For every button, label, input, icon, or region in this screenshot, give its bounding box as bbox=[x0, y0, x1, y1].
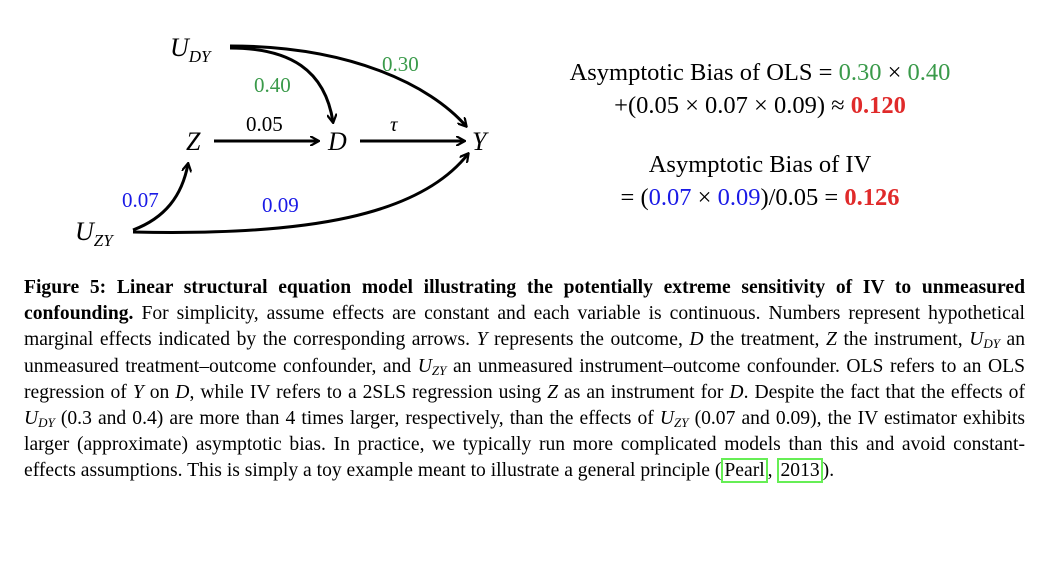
edge-udy-d bbox=[229, 46, 333, 122]
figure-caption: Figure 5: Linear structural equation mod… bbox=[24, 277, 1026, 484]
coef-z-d: 0.05 bbox=[246, 112, 283, 136]
iv-bias-line: = (0.07 × 0.09)/0.05 = 0.126 bbox=[620, 184, 900, 211]
figure-title: Linear structural equation model illustr… bbox=[24, 277, 1025, 325]
ols-bias-line1: Asymptotic Bias of OLS = 0.30 × 0.40 bbox=[569, 59, 951, 86]
coef-uzy-z: 0.07 bbox=[122, 188, 159, 212]
node-udy: UDY bbox=[170, 33, 212, 66]
causal-diagram: UDY Z D Y UZY 0.40 0.30 0.05 τ 0.07 0.09 bbox=[75, 33, 489, 250]
node-uzy: UZY bbox=[75, 217, 114, 250]
node-d: D bbox=[327, 127, 347, 156]
bias-formulas: Asymptotic Bias of OLS = 0.30 × 0.40 +(0… bbox=[520, 56, 1000, 214]
figure-label: Figure 5: bbox=[24, 277, 107, 298]
edge-uzy-y bbox=[132, 154, 468, 234]
coef-d-y: τ bbox=[390, 112, 399, 136]
edge-uzy-z bbox=[132, 164, 188, 232]
coef-udy-d: 0.40 bbox=[254, 73, 291, 97]
iv-bias-result: 0.126 bbox=[844, 184, 900, 211]
node-z: Z bbox=[186, 127, 201, 156]
coef-udy-y: 0.30 bbox=[382, 52, 419, 76]
citation-author-link[interactable]: Pearl bbox=[721, 458, 768, 484]
coef-uzy-y: 0.09 bbox=[262, 193, 299, 217]
citation-year-link[interactable]: 2013 bbox=[777, 458, 823, 484]
edge-udy-y bbox=[229, 44, 466, 126]
ols-bias-line2: +(0.05 × 0.07 × 0.09) ≈ 0.120 bbox=[614, 92, 906, 119]
ols-bias-result: 0.120 bbox=[850, 92, 906, 119]
node-y: Y bbox=[472, 127, 489, 156]
iv-bias-title: Asymptotic Bias of IV bbox=[648, 151, 872, 178]
